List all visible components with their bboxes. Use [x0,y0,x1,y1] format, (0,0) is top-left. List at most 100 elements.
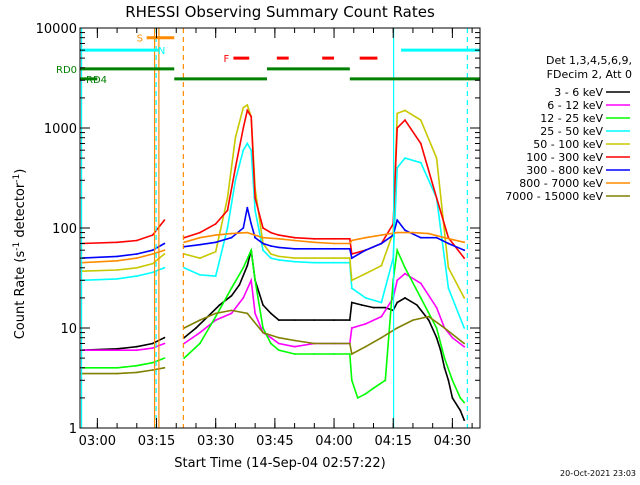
legend-header-line-2: FDecim 2, Att 0 [547,68,632,81]
y-tick-label-2: 100 [52,222,77,237]
legend-label-6: 300 - 800 keV [526,164,603,177]
legend-label-5: 100 - 300 keV [526,151,603,164]
series-point-4-20 [333,257,335,259]
series-point-4-7 [199,257,201,259]
series-point-7-4 [163,249,166,252]
series-point-4-30 [447,266,450,269]
series-point-6-15 [270,245,272,247]
series-point-2-29 [435,327,438,329]
y-axis-label-mid: detector [13,182,28,242]
series-point-0-7 [195,327,197,329]
series-point-6-16 [277,246,280,249]
series-line-0-seg-1 [183,250,465,421]
series-point-0-29 [416,304,418,306]
state-bar-label-rd4: RD4 [86,75,107,86]
series-point-6-27 [419,236,422,239]
x-tick-label-2: 03:30 [197,434,234,449]
series-point-4-1 [116,269,118,271]
series-point-6-1 [116,255,118,258]
series-point-1-8 [214,319,217,321]
series-point-5-31 [463,257,466,259]
series-point-3-24 [380,301,383,304]
series-point-7-11 [262,236,264,239]
series-point-8-20 [396,327,399,329]
series-point-7-8 [214,234,217,237]
legend-label-1: 6 - 12 keV [547,99,603,112]
series-point-3-8 [214,275,217,277]
legend-label-7: 800 - 7000 keV [519,177,603,190]
series-point-4-22 [350,279,353,282]
series-point-1-25 [404,272,406,275]
x-tick-label-4: 04:00 [315,434,352,449]
series-point-5-2 [135,239,138,242]
series-point-3-20 [333,261,335,264]
series-point-8-22 [427,315,430,318]
series-point-0-34 [447,379,450,382]
series-point-0-32 [439,349,442,352]
series-point-8-23 [443,327,446,329]
series-point-7-20 [396,231,399,234]
series-point-7-19 [380,234,383,237]
series-point-3-14 [254,209,256,212]
series-point-2-26 [396,249,399,252]
legend-label-8: 7000 - 15000 keV [505,190,603,203]
series-point-5-21 [348,237,351,240]
series-point-6-3 [151,249,154,252]
series-point-7-7 [199,236,201,239]
series-point-7-12 [277,237,280,240]
series-point-5-26 [396,127,399,129]
x-tick-label-0: 03:00 [79,434,116,449]
series-point-2-11 [250,249,253,252]
series-point-0-2 [135,345,138,348]
series-point-3-16 [270,257,272,259]
series-point-0-16 [270,312,272,315]
series-point-2-24 [384,379,387,382]
series-point-1-10 [242,297,245,299]
series-point-5-9 [226,209,229,212]
series-point-3-31 [463,327,466,329]
series-point-6-19 [333,247,335,250]
series-point-3-11 [242,149,245,152]
series-point-1-20 [350,327,353,329]
series-point-4-24 [380,264,383,267]
series-point-2-32 [459,397,462,399]
state-bar-label-n: N [158,46,165,57]
series-point-2-27 [404,266,406,269]
series-point-0-18 [293,319,296,321]
series-point-3-7 [199,274,201,276]
y-axis-label-tail: ) [13,169,28,174]
series-point-0-22 [350,301,353,304]
series-point-8-18 [364,345,367,348]
series-point-4-18 [293,257,296,259]
series-point-6-23 [380,242,383,245]
series-point-3-10 [234,179,237,182]
series-point-1-14 [270,336,272,339]
series-point-7-1 [116,259,118,262]
series-point-1-9 [230,312,233,315]
series-point-8-9 [230,309,233,312]
series-point-5-1 [116,241,118,244]
series-point-6-12 [250,223,253,225]
series-point-4-16 [270,253,272,255]
series-point-8-8 [214,312,217,315]
series-point-2-10 [242,266,245,269]
series-point-7-13 [293,239,296,242]
series-point-1-29 [451,336,454,339]
series-point-0-1 [116,347,118,350]
series-point-4-12 [246,104,249,106]
series-point-6-21 [350,257,353,259]
series-point-4-4 [163,253,166,255]
series-point-3-4 [163,266,166,269]
series-point-5-10 [234,166,237,169]
legend-label-4: 50 - 100 keV [533,138,603,151]
series-point-1-1 [116,349,118,352]
series-point-0-17 [277,319,280,321]
series-point-4-17 [277,255,280,258]
series-point-4-28 [419,119,422,121]
series-point-0-12 [246,264,249,267]
series-point-0-3 [151,342,154,345]
series-point-1-27 [435,306,438,309]
series-point-6-18 [313,247,316,250]
